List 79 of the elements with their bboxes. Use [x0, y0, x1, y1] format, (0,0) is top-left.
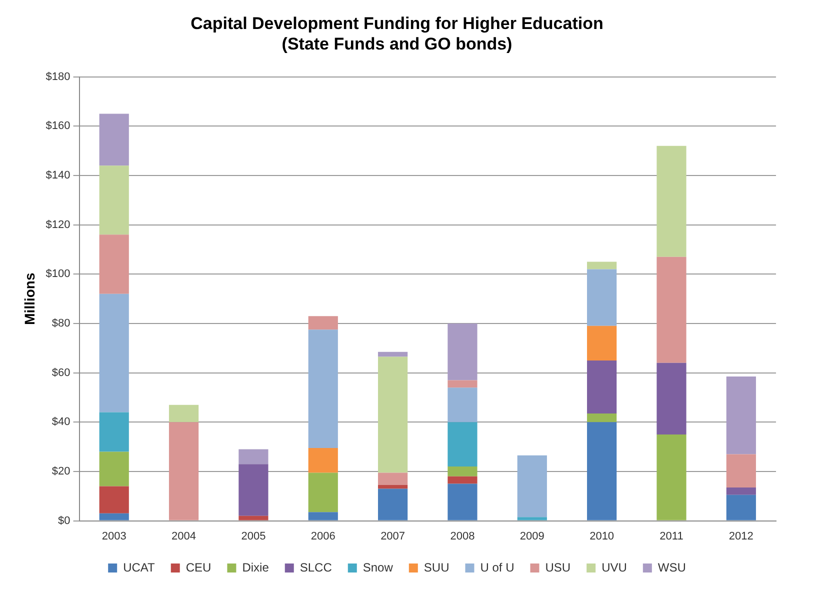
y-tick-label: $80	[52, 318, 70, 330]
legend-label: SLCC	[300, 560, 332, 574]
bar	[448, 323, 478, 380]
y-tick-label: $20	[52, 466, 70, 478]
bar	[99, 234, 129, 294]
bar	[238, 464, 268, 516]
bar	[726, 454, 756, 488]
bar	[308, 448, 338, 473]
bar	[99, 452, 129, 486]
legend-label: UCAT	[123, 560, 156, 574]
x-tick-label: 2012	[728, 530, 754, 542]
bar	[656, 362, 686, 434]
bar	[587, 262, 617, 270]
x-tick-label: 2005	[241, 530, 266, 542]
bar	[308, 316, 338, 330]
y-tick-label: $120	[46, 218, 70, 231]
bar	[587, 422, 617, 520]
bar	[99, 513, 129, 520]
x-tick-label: 2008	[450, 530, 475, 542]
legend-label: Snow	[362, 560, 394, 574]
bar	[726, 376, 756, 454]
bar	[168, 404, 199, 422]
text: (State Funds and GO bonds)	[282, 34, 512, 54]
y-tick-label: $100	[46, 268, 70, 280]
legend-label: WSU	[658, 560, 686, 574]
x-tick-label: 2009	[520, 530, 544, 542]
bar	[587, 414, 617, 422]
bar	[656, 256, 686, 363]
y-tick-label: $160	[46, 120, 70, 132]
bar	[308, 330, 338, 448]
bar	[99, 294, 129, 412]
y-tick-label: $40	[52, 416, 70, 428]
bar	[587, 326, 617, 360]
bar	[378, 352, 408, 357]
bar	[726, 494, 756, 520]
bar	[448, 484, 478, 520]
bar	[99, 166, 129, 235]
text: Capital Development Funding for Higher Education	[190, 14, 604, 33]
bar	[587, 269, 617, 326]
bar	[99, 412, 129, 452]
legend-label: U of U	[480, 560, 514, 574]
legend-label: CEU	[186, 560, 212, 574]
legend-label: UVU	[602, 560, 627, 574]
x-tick-label: 2003	[102, 530, 126, 542]
bar	[168, 422, 199, 520]
y-tick-label: $140	[46, 170, 70, 182]
bar	[99, 486, 129, 514]
legend-label: Dixie	[242, 560, 270, 574]
x-tick-label: 2007	[380, 530, 406, 542]
x-tick-label: 2010	[590, 530, 614, 542]
bar	[448, 380, 478, 388]
bar	[308, 512, 338, 520]
bar	[378, 488, 408, 520]
legend-label: SUU	[424, 560, 450, 574]
bar	[448, 466, 478, 476]
bar	[378, 472, 408, 486]
bar	[587, 360, 617, 414]
bar	[517, 517, 547, 520]
bar	[238, 516, 268, 520]
bar	[378, 485, 408, 489]
x-tick-label: 2011	[660, 530, 684, 542]
bar	[656, 434, 686, 520]
y-axis-title: Millions	[21, 272, 38, 325]
legend-label: USU	[545, 560, 571, 574]
bar	[448, 422, 478, 467]
y-tick-label: $60	[52, 366, 70, 379]
x-tick-label: 2004	[172, 530, 196, 542]
bar	[656, 146, 686, 257]
bar	[99, 114, 129, 166]
y-tick-label: $0	[58, 514, 70, 527]
bar	[238, 449, 268, 464]
bar	[378, 356, 408, 473]
bar	[726, 488, 756, 495]
bar	[448, 388, 478, 422]
bar	[517, 455, 547, 518]
bar	[308, 472, 338, 512]
x-tick-label: 2006	[310, 530, 336, 542]
bar	[448, 476, 478, 484]
y-tick-label: $180	[46, 70, 70, 83]
